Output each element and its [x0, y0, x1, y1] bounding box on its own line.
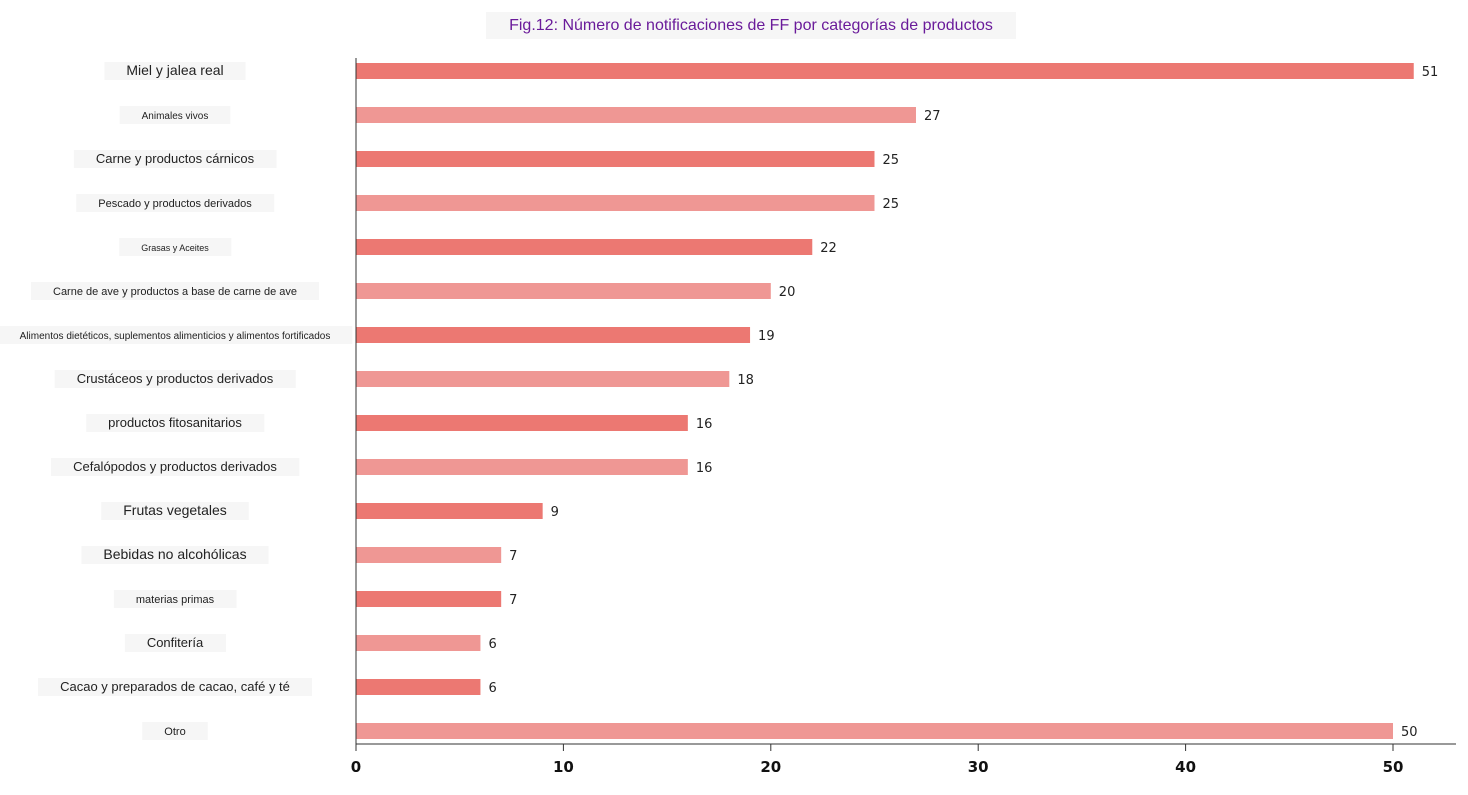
category-label: productos fitosanitarios	[108, 415, 242, 430]
bar	[356, 635, 481, 651]
bar-value-label: 6	[488, 637, 496, 652]
bar-value-label: 20	[779, 285, 796, 300]
category-label: Animales vivos	[142, 111, 209, 122]
category-label-background	[86, 414, 265, 432]
bar	[356, 415, 688, 431]
category-label-background	[54, 370, 296, 388]
bar-value-label: 16	[696, 461, 713, 476]
bar	[356, 283, 771, 299]
x-tick-label: 30	[968, 758, 989, 776]
bar	[356, 107, 916, 123]
category-label: Alimentos dietéticos, suplementos alimen…	[20, 331, 331, 342]
bar	[356, 327, 751, 343]
category-label-background	[142, 722, 208, 740]
bar	[356, 679, 481, 695]
x-tick-label: 0	[351, 758, 361, 776]
category-label: Carne y productos cárnicos	[96, 151, 255, 166]
category-label: Otro	[164, 726, 185, 738]
bar-value-label: 51	[1422, 65, 1439, 80]
category-label-backgrounds	[0, 62, 353, 740]
category-label-background	[38, 678, 312, 696]
category-label-background	[0, 326, 353, 344]
category-label: Grasas y Aceites	[141, 243, 209, 253]
bar	[356, 591, 502, 607]
bar-value-label: 7	[509, 549, 517, 564]
category-label: Frutas vegetales	[123, 502, 227, 518]
category-label: Cacao y preparados de cacao, café y té	[60, 679, 290, 694]
x-tick-label: 20	[760, 758, 781, 776]
bar-value-label: 19	[758, 329, 775, 344]
category-label-background	[51, 458, 300, 476]
category-labels: Miel y jalea real Animales vivos Carne y p…	[20, 62, 331, 738]
category-label: Carne de ave y productos a base de carne…	[53, 286, 297, 298]
bar	[356, 239, 813, 255]
bar-value-label: 7	[509, 593, 517, 608]
category-label: Miel y jalea real	[126, 62, 223, 78]
category-label-background	[76, 194, 275, 212]
bar-value-label: 27	[924, 109, 941, 124]
category-label-background	[113, 590, 237, 608]
x-tick-label: 50	[1383, 758, 1404, 776]
bar-value-label: 9	[551, 505, 559, 520]
category-label-background	[119, 106, 231, 124]
category-label: Cefalópodos y productos derivados	[73, 459, 277, 474]
category-label-background	[73, 150, 277, 168]
bar-value-label: 50	[1401, 725, 1418, 740]
bar	[356, 503, 543, 519]
bar	[356, 371, 730, 387]
category-label: materias primas	[136, 594, 215, 606]
category-label: Bebidas no alcohólicas	[103, 546, 246, 562]
bar	[356, 723, 1393, 739]
x-tick-label: 10	[553, 758, 574, 776]
chart-title-box: Fig.12: Número de notificaciones de FF p…	[486, 12, 1016, 39]
bar	[356, 547, 502, 563]
value-labels: 51 27 25 25 22 20 19 18 16 16 9 7 7 6 6 50	[488, 65, 1438, 740]
category-label-background	[101, 502, 249, 520]
category-label-background	[124, 634, 226, 652]
bar-value-label: 25	[883, 197, 900, 212]
category-label-background	[81, 546, 269, 564]
x-tick-label: 40	[1175, 758, 1196, 776]
bar	[356, 63, 1414, 79]
category-label-background	[31, 282, 319, 300]
category-label: Confitería	[147, 635, 204, 650]
category-label: Crustáceos y productos derivados	[77, 371, 274, 386]
bar-value-label: 25	[883, 153, 900, 168]
chart-title: Fig.12: Número de notificaciones de FF p…	[509, 16, 993, 34]
category-label-background	[104, 62, 246, 80]
bar-value-label: 22	[820, 241, 837, 256]
bar-value-label: 16	[696, 417, 713, 432]
bar	[356, 195, 875, 211]
bar-value-label: 6	[488, 681, 496, 696]
axes: 0 10 20 30 40 50	[351, 58, 1456, 776]
category-label-background	[119, 238, 232, 256]
category-label: Pescado y productos derivados	[98, 198, 252, 210]
bar	[356, 151, 875, 167]
bar	[356, 459, 688, 475]
bars	[356, 63, 1414, 739]
bar-value-label: 18	[737, 373, 754, 388]
